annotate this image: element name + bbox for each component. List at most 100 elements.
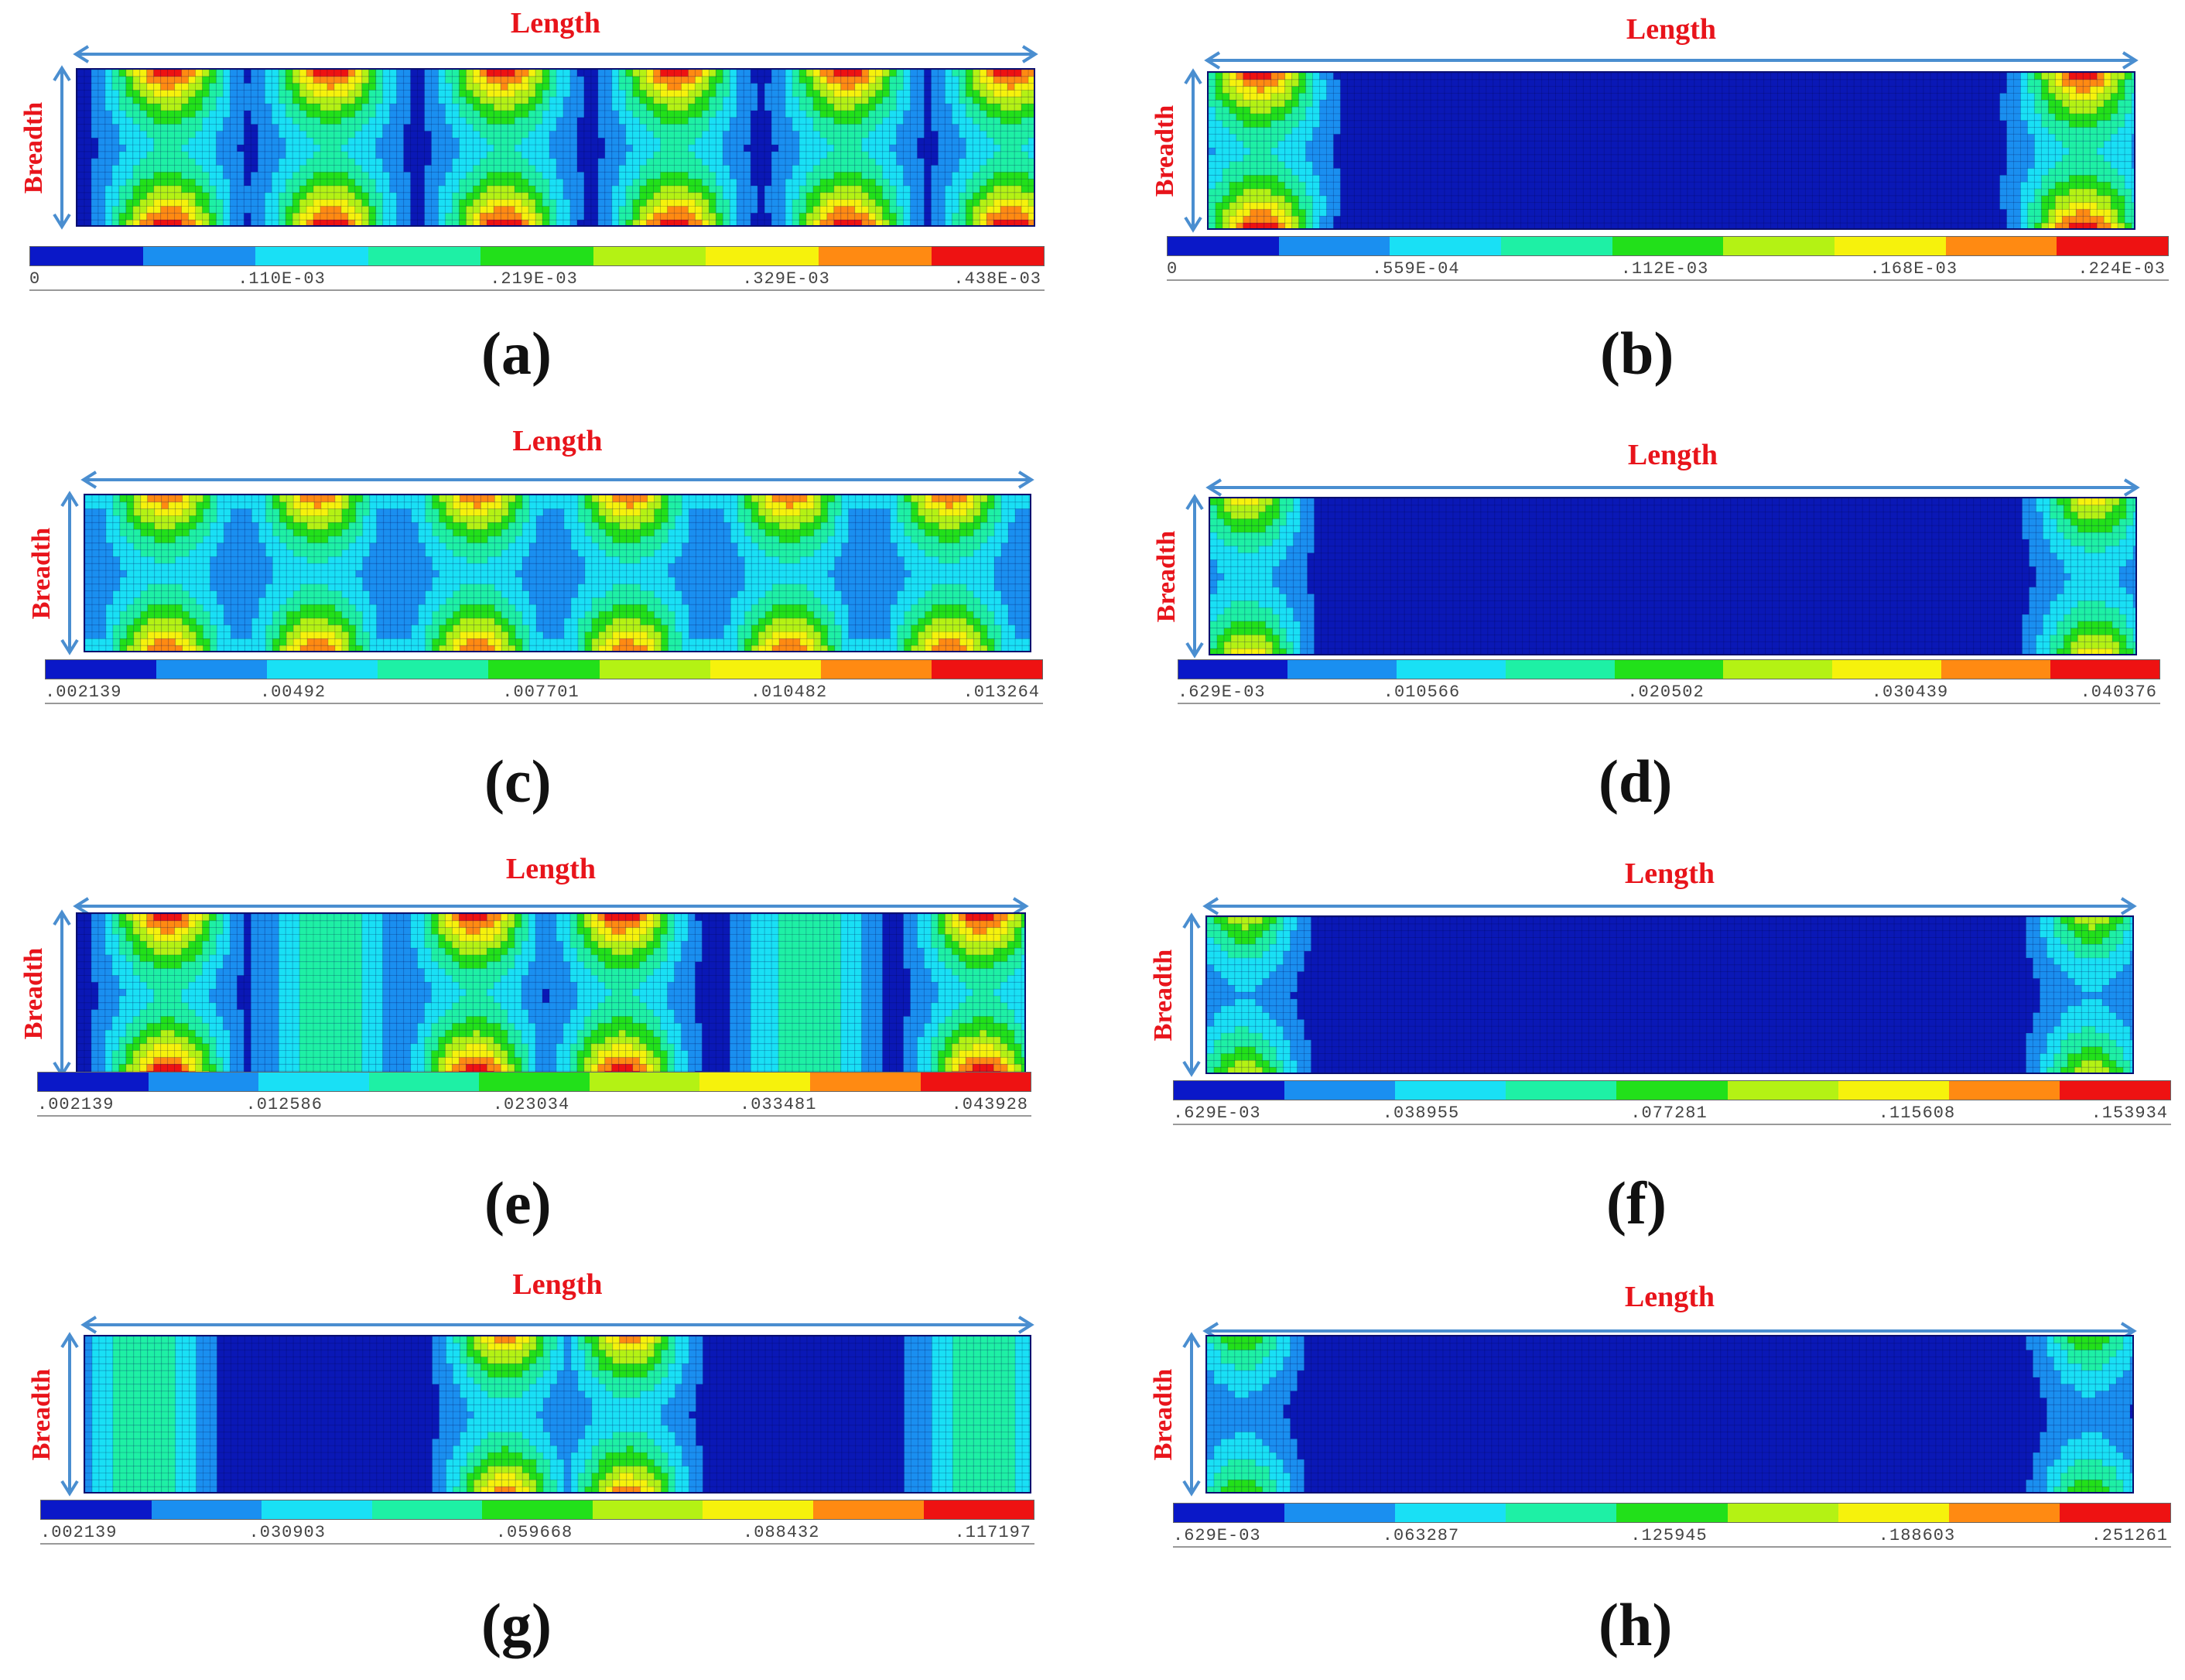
color-legend: .629E-03 .038955 .077281 .115608 .153934 [1173,1080,2171,1125]
breadth-label: Breadth [1151,104,1179,197]
length-arrow [80,1316,1034,1334]
legend-swatch [2059,1081,2170,1100]
legend-swatch [368,247,481,265]
legend-swatch [1178,660,1287,679]
length-arrow [1204,51,2139,70]
legend-tick-label: .438E-03 [953,269,1041,289]
legend-tick-label: .559E-04 [1371,259,1460,279]
legend-color-bar [40,1500,1034,1520]
legend-tick-label: .010566 [1383,683,1461,702]
legend-swatch [1832,660,1942,679]
legend-swatch [1168,237,1279,255]
legend-tick-label: .153934 [2091,1103,2168,1123]
legend-swatch [599,660,710,679]
legend-tick-label: .023034 [492,1095,570,1114]
caption-e: (e) [484,1169,552,1237]
legend-swatch [2050,660,2160,679]
breadth-label: Breadth [19,101,48,193]
legend-swatch [1612,237,1724,255]
legend-tick-label: .030439 [1871,683,1949,702]
legend-swatch [1727,1081,1838,1100]
breadth-arrow [1182,1332,1201,1497]
breadth-label: Breadth [27,1368,56,1460]
length-label: Length [505,853,597,885]
legend-tick-label: .020502 [1627,683,1705,702]
breadth-arrow [60,491,79,655]
legend-tick-label: .224E-03 [2077,259,2166,279]
legend-swatch [368,1073,480,1091]
legend-swatch [703,1500,813,1519]
legend-ticks: .629E-03 .010566 .020502 .030439 .040376 [1178,681,2160,704]
legend-tick-label: .112E-03 [1620,259,1709,279]
legend-swatch [1835,237,1946,255]
legend-swatch [923,1500,1034,1519]
legend-swatch [699,1073,810,1091]
panel-f: Length Breadth .629E-03 .038955 .077281 .1156… [1149,846,2171,1125]
dimension-arrows [1182,1322,2137,1497]
legend-swatch [1390,237,1502,255]
legend-swatch [46,660,157,679]
legend-swatch [809,1073,921,1091]
dimension-arrows [53,45,1038,230]
length-label: Length [1627,439,1718,471]
legend-tick-label: .013264 [963,683,1040,702]
breadth-label: Breadth [1149,949,1178,1041]
stress-contour-plot [84,1335,1031,1494]
legend-swatch [1506,1504,1617,1522]
legend-swatch [1723,660,1833,679]
legend-swatch [1838,1504,1949,1522]
stress-contour-plot [1207,71,2135,230]
breadth-arrow [1185,494,1204,659]
legend-tick-label: .038955 [1382,1103,1460,1123]
legend-swatch [593,247,706,265]
legend-tick-label: .188603 [1878,1526,1956,1545]
legend-swatch [41,1500,152,1519]
breadth-label: Breadth [27,527,56,619]
legend-swatch [592,1500,703,1519]
legend-swatch [1395,1504,1506,1522]
stress-contour-plot [76,912,1026,1075]
legend-swatch [920,1073,1031,1091]
legend-swatch [1614,660,1724,679]
panel-d: Length Breadth .629E-03 .010566 .020502 .0304… [1152,427,2166,704]
legend-tick-label: .629E-03 [1178,683,1266,702]
legend-tick-label: .002139 [37,1095,115,1114]
legend-color-bar [29,246,1045,266]
stress-contour-plot [1209,497,2137,655]
legend-swatch [1287,660,1397,679]
legend-color-bar [1173,1080,2171,1100]
legend-tick-label: .002139 [45,683,122,702]
legend-tick-label: .010482 [750,683,828,702]
legend-swatch [38,1073,149,1091]
legend-swatch [30,247,143,265]
legend-swatch [1616,1081,1728,1100]
legend-swatch [931,660,1042,679]
legend-ticks: .002139 .012586 .023034 .033481 .043928 [37,1093,1031,1117]
panel-c: Length Breadth .002139 .00492 .007701 .010482… [15,418,1043,704]
stress-contour-plot [84,494,1031,652]
legend-swatch [1278,237,1390,255]
legend-tick-label: .00492 [259,683,327,702]
breadth-label: Breadth [1149,1368,1178,1460]
legend-tick-label: .219E-03 [490,269,578,289]
color-legend: 0 .559E-04 .112E-03 .168E-03 .224E-03 [1167,236,2169,281]
legend-swatch [371,1500,483,1519]
length-label: Length [512,1268,603,1301]
legend-tick-label: .110E-03 [238,269,326,289]
legend-swatch [482,1500,593,1519]
legend-color-bar [1178,659,2160,679]
legend-swatch [258,1073,369,1091]
color-legend: .002139 .00492 .007701 .010482 .013264 [45,659,1043,704]
caption-b: (b) [1600,320,1674,387]
legend-tick-label: .115608 [1878,1103,1956,1123]
legend-swatch [142,247,256,265]
legend-swatch [148,1073,259,1091]
legend-tick-label: .251261 [2091,1526,2168,1545]
length-label: Length [1624,1281,1715,1313]
legend-swatch [1506,1081,1617,1100]
legend-ticks: 0 .559E-04 .112E-03 .168E-03 .224E-03 [1167,258,2169,281]
legend-tick-label: .007701 [502,683,580,702]
stress-contour-plot [76,68,1035,227]
legend-tick-label: .063287 [1382,1526,1460,1545]
legend-swatch [1501,237,1612,255]
